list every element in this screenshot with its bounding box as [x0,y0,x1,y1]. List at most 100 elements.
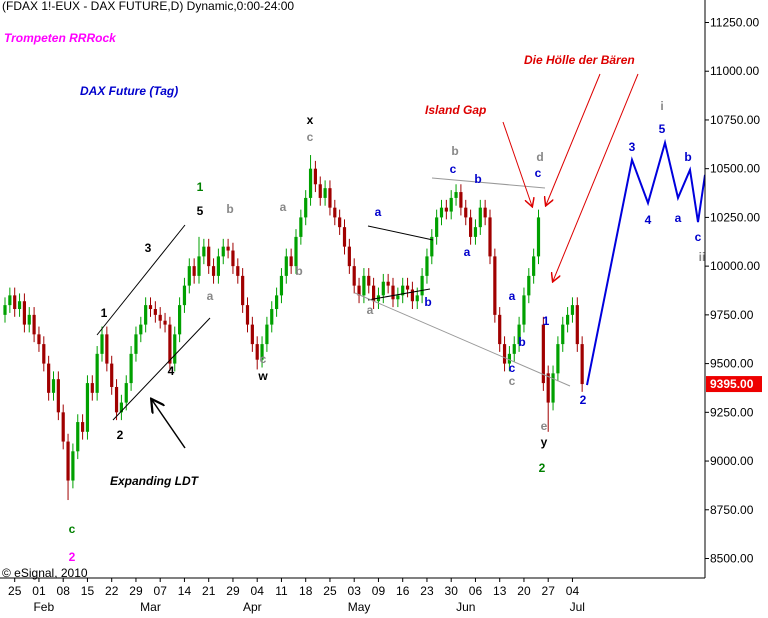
x-tick-label: 03 [348,584,362,598]
y-tick-label: 10500.00 [710,162,760,176]
candle-body [81,422,85,432]
x-tick-label: 25 [323,584,337,598]
candle-body [90,383,94,393]
x-tick-label: 25 [8,584,22,598]
arrow [546,73,601,205]
candle-body [304,197,308,218]
candle-body [464,207,468,218]
y-tick-label: 10000.00 [710,259,760,273]
x-tick-label: 08 [57,584,71,598]
wave-label: b [684,150,691,164]
candle-body [405,285,410,290]
wave-label: d [536,150,543,164]
candle-body [575,305,579,345]
candle-body [197,256,201,276]
candle-body [119,402,123,413]
candle-body [323,188,327,198]
wave-label: b [424,295,431,309]
y-tick-label: 8750.00 [710,503,754,517]
y-tick-label: 9500.00 [710,357,754,371]
last-value-box [706,376,762,393]
wave-label: b [518,335,525,349]
candle-body [318,184,322,198]
annotation: Island Gap [425,103,486,117]
candle-body [401,285,405,296]
candle-body [299,217,303,237]
candle-body [415,295,419,302]
candle-body [289,256,293,267]
candle-body [391,285,395,300]
wave-label: w [257,369,268,383]
candle-body [561,324,565,345]
candle-body [211,266,216,276]
wave-label: ii [699,250,706,264]
candle-body [255,344,259,360]
candle-body [386,281,390,286]
wave-label: 5 [197,204,204,218]
trend-line [354,292,571,387]
y-tick-label: 10250.00 [710,210,760,224]
x-tick-label: 13 [493,584,507,598]
wave-label: i [660,99,663,113]
candle-body [13,295,17,310]
annotation: Die Hölle der Bären [524,53,635,67]
wave-label: 4 [168,364,175,378]
candle-body [473,227,478,237]
candle-body [435,217,439,237]
y-tick-label: 8500.00 [710,552,754,566]
candle-body [22,301,26,325]
candle-body [546,373,550,403]
candle-body [536,217,541,257]
chart-subtitle: DAX Future (Tag) [80,84,178,98]
x-tick-label: 09 [372,584,386,598]
wave-label: b [451,144,458,158]
wave-label: 2 [580,393,587,407]
candle-body [566,314,570,325]
triangle-line [367,225,434,241]
wave-label: x [307,113,314,127]
candle-body [483,207,487,218]
candle-body [270,309,274,325]
candle-body [522,295,526,325]
candle-body [85,383,90,432]
candle-body [71,451,75,481]
candle-body [129,353,133,384]
wave-label: a [280,200,287,214]
candle-body [532,256,536,276]
candle-body [76,422,80,452]
channel-line [112,317,211,421]
wave-label: c [535,166,542,180]
candle-body [221,246,225,257]
candle-body [182,285,187,306]
wave-label: 2 [117,428,124,442]
header: (FDAX 1!-EUX - DAX FUTURE,D) Dynamic,0:0… [2,0,294,13]
candle-body [187,266,191,286]
candle-body [56,379,60,413]
channel-line [96,224,186,336]
candle-body [202,246,206,257]
candle-body [541,324,545,384]
candle-body [95,353,99,393]
wave-label: 4 [645,213,652,227]
wave-label: b [226,202,233,216]
triangle-line [367,288,431,301]
y-tick-label: 11250.00 [710,15,759,29]
x-tick-label: 04 [566,584,580,598]
candle-body [556,344,560,374]
candle-body [216,256,220,276]
candle-body [163,320,167,325]
candle-body [3,305,7,315]
candle-body [32,314,36,335]
candle-body [570,305,575,315]
candle-body [478,207,482,228]
x-tick-label: 01 [32,584,46,598]
candle-body [241,275,245,306]
wave-label: 3 [145,241,152,255]
candle-body [100,334,104,354]
wave-label: c [260,352,267,366]
candle-body [279,275,284,296]
wave-label: a [464,245,471,259]
candle-body [294,236,298,267]
y-tick-label: 11000.00 [710,64,759,78]
